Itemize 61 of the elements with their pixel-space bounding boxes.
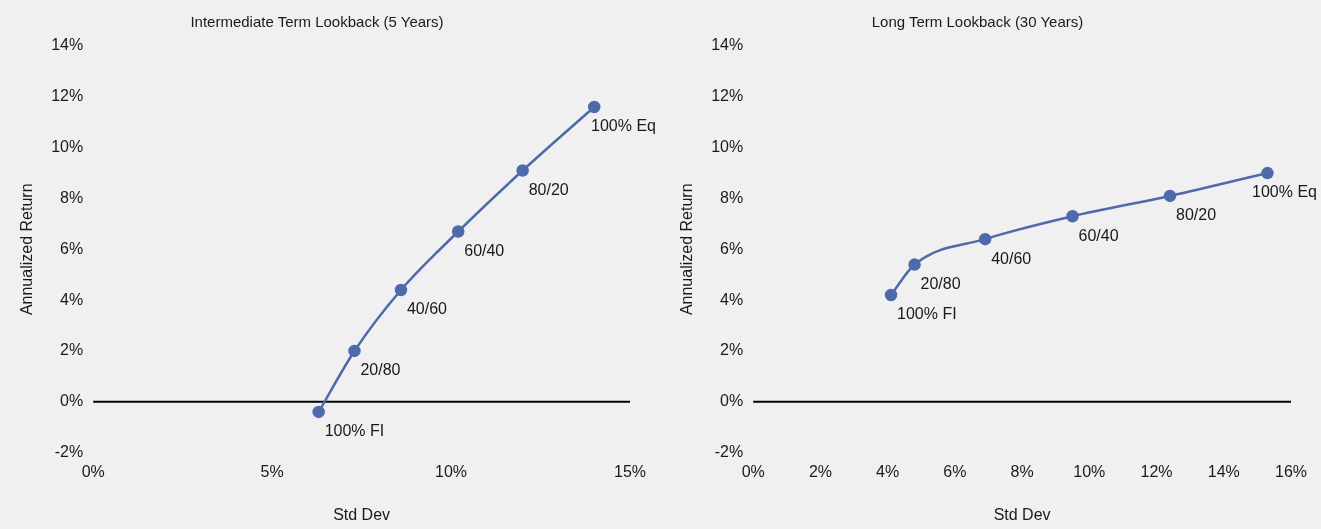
- chart-title: Long Term Lookback (30 Years): [871, 13, 1084, 31]
- annotation: 20/80: [360, 361, 401, 379]
- y-tick-label: -2%: [54, 443, 84, 461]
- annotation: 20/80: [920, 274, 961, 292]
- y-tick-label: 14%: [711, 36, 744, 54]
- x-tick-label: 16%: [1274, 462, 1308, 480]
- y-tick-label: 8%: [720, 188, 744, 206]
- x-tick-label: 10%: [435, 462, 468, 480]
- y-axis-title: Annualized Return: [18, 183, 36, 316]
- x-axis-title: Std Dev: [993, 505, 1051, 523]
- x-tick-label: 12%: [1140, 462, 1173, 480]
- annotation: 100% FI: [324, 422, 385, 440]
- y-tick-label: 10%: [711, 138, 744, 156]
- point: [884, 288, 898, 302]
- annotation: 100% FI: [897, 305, 957, 323]
- y-tick-label: 2%: [720, 341, 744, 359]
- y-tick-label: 0%: [60, 392, 84, 410]
- point: [1066, 210, 1079, 223]
- annotation: 80/20: [1176, 206, 1217, 224]
- x-tick-label: 0%: [81, 462, 105, 480]
- x-tick-label: 6%: [943, 462, 967, 480]
- x-axis-title: Std Dev: [333, 505, 391, 523]
- point: [587, 100, 601, 114]
- point: [908, 258, 921, 271]
- point: [1261, 166, 1274, 180]
- x-tick-label: 2%: [808, 462, 833, 480]
- y-tick-label: 0%: [720, 392, 744, 410]
- annotation: 100% Eq: [1252, 183, 1317, 201]
- x-tick-label: 5%: [260, 462, 284, 480]
- point: [978, 232, 992, 246]
- y-tick-label: 4%: [720, 290, 744, 308]
- annotation: 100% Eq: [591, 117, 656, 135]
- y-tick-label: 8%: [60, 188, 84, 206]
- point: [516, 164, 529, 177]
- x-tick-label: 8%: [1010, 462, 1034, 480]
- annotation: 40/60: [991, 249, 1032, 267]
- y-tick-label: 6%: [60, 239, 84, 257]
- y-tick-label: 12%: [51, 87, 84, 105]
- y-tick-label: 14%: [51, 36, 84, 54]
- y-tick-label: 10%: [51, 138, 84, 156]
- y-tick-label: 2%: [60, 341, 84, 359]
- chart-title: Intermediate Term Lookback (5 Years): [190, 13, 444, 31]
- annotation: 60/40: [464, 241, 505, 259]
- x-tick-label: 15%: [613, 462, 647, 480]
- x-tick-label: 10%: [1073, 462, 1106, 480]
- point: [1163, 189, 1177, 203]
- y-tick-label: -2%: [714, 443, 744, 461]
- point: [451, 225, 465, 238]
- y-tick-label: 12%: [711, 87, 744, 105]
- y-tick-label: 6%: [720, 239, 744, 257]
- annotation: 60/40: [1078, 226, 1119, 244]
- point: [312, 405, 325, 419]
- y-axis-title: Annualized Return: [678, 183, 696, 316]
- annotation: 40/60: [406, 300, 448, 318]
- x-tick-label: 0%: [741, 462, 765, 480]
- x-tick-label: 14%: [1207, 462, 1240, 480]
- x-tick-label: 4%: [876, 462, 900, 480]
- annotation: 80/20: [528, 180, 569, 198]
- y-tick-label: 4%: [60, 290, 84, 308]
- point: [394, 283, 408, 297]
- point: [348, 344, 361, 358]
